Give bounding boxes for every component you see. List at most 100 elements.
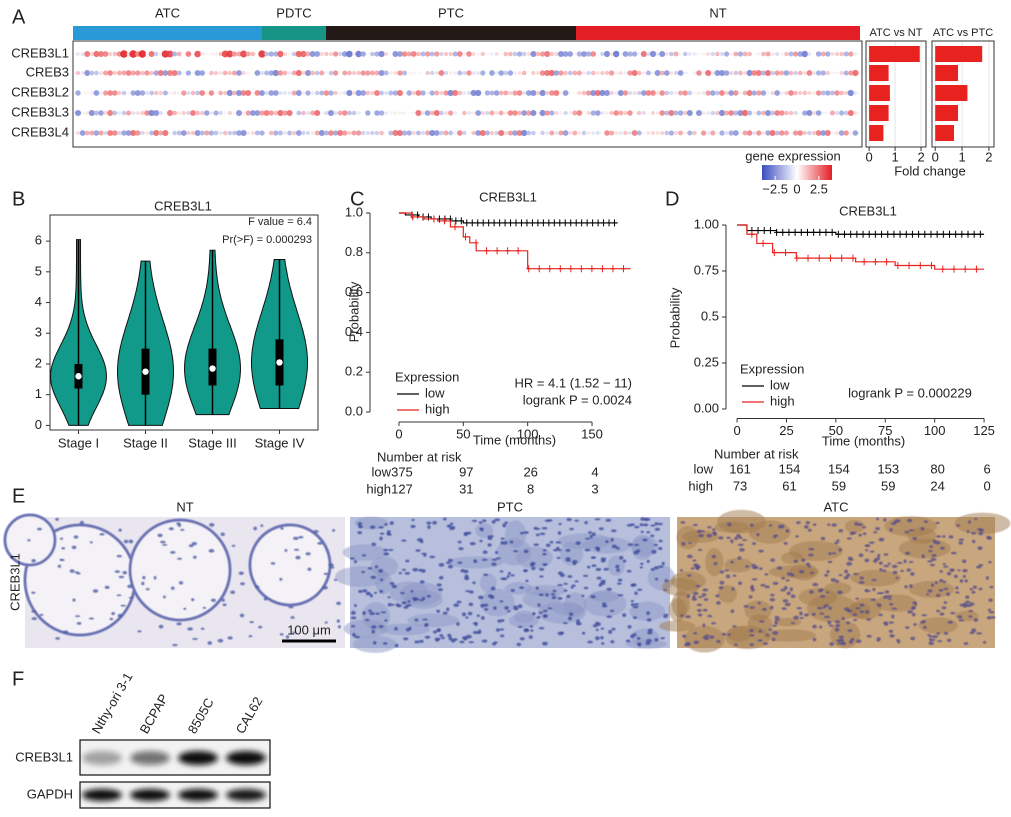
expression-dot <box>757 52 761 56</box>
nucleus <box>771 637 776 642</box>
expression-dot <box>218 110 223 116</box>
expression-dot <box>332 130 339 136</box>
expression-dot <box>807 91 812 95</box>
expression-dot <box>172 110 177 116</box>
nucleus <box>888 597 892 601</box>
nucleus <box>481 616 485 620</box>
nucleus <box>651 549 657 554</box>
nucleus <box>856 639 862 644</box>
expression-dot <box>439 90 444 96</box>
nucleus <box>411 518 415 522</box>
expression-dot <box>351 110 357 116</box>
nucleus <box>895 576 899 580</box>
nucleus <box>921 614 928 617</box>
censor-mark <box>505 247 511 255</box>
nucleus <box>202 606 207 610</box>
nucleus <box>596 576 602 580</box>
expression-dot <box>295 130 302 136</box>
expression-dot <box>719 51 725 57</box>
nucleus <box>600 627 605 630</box>
nucleus <box>878 537 885 542</box>
censor-mark <box>484 247 490 255</box>
nucleus <box>756 533 760 537</box>
expression-dot <box>573 52 577 56</box>
nucleus <box>220 532 225 537</box>
nucleus <box>653 566 660 570</box>
nucleus <box>99 532 105 536</box>
panel-letter: A <box>12 6 26 28</box>
expression-dot <box>581 90 587 96</box>
censor-mark <box>767 227 773 235</box>
expression-dot <box>674 91 678 95</box>
expression-dot <box>770 52 775 56</box>
tissue-blob <box>659 620 696 632</box>
expression-dot <box>223 111 227 115</box>
legend-title: gene expression <box>745 148 840 163</box>
nucleus <box>862 526 866 529</box>
risk-count: 73 <box>733 478 747 493</box>
expression-dot <box>779 130 785 136</box>
expression-dot <box>240 50 248 58</box>
nucleus <box>749 628 754 633</box>
expression-dot <box>513 71 517 75</box>
nucleus <box>930 583 935 587</box>
nucleus <box>962 569 968 573</box>
expression-dot <box>306 111 310 115</box>
expression-dot <box>715 51 720 57</box>
censor-mark <box>928 230 934 238</box>
group-label: NT <box>709 5 726 20</box>
nucleus <box>88 617 95 620</box>
nucleus <box>831 552 837 555</box>
nucleus <box>584 521 588 525</box>
expression-dot <box>352 91 356 95</box>
expression-dot <box>467 91 471 95</box>
expression-dot <box>848 70 854 76</box>
nucleus <box>835 580 840 583</box>
nucleus <box>379 532 385 535</box>
expression-dot <box>664 110 670 116</box>
expression-dot <box>562 90 569 96</box>
expression-dot <box>494 130 499 136</box>
nucleus <box>812 523 817 526</box>
expression-dot <box>328 51 334 57</box>
expression-dot <box>466 70 472 76</box>
nucleus <box>907 518 913 523</box>
x-tick-label: 125 <box>973 423 995 438</box>
tissue-blob <box>630 628 660 647</box>
expression-dot <box>149 90 154 96</box>
expression-dot <box>171 70 178 76</box>
nucleus <box>575 541 581 546</box>
expression-dot <box>678 52 683 56</box>
tissue-blob <box>508 613 539 628</box>
expression-dot <box>614 91 618 95</box>
expression-dot <box>764 109 772 117</box>
nucleus <box>398 571 402 575</box>
expression-dot <box>825 51 831 57</box>
expression-dot <box>498 110 504 116</box>
nucleus <box>718 536 724 540</box>
nucleus <box>601 604 608 608</box>
expression-dot <box>351 70 357 76</box>
censor-mark <box>848 230 854 238</box>
nucleus <box>502 523 507 528</box>
nucleus <box>879 592 884 595</box>
expression-dot <box>121 110 127 116</box>
band <box>226 789 266 801</box>
nucleus <box>551 592 555 596</box>
expression-dot <box>622 90 629 96</box>
nucleus <box>907 610 914 614</box>
nucleus <box>696 603 703 607</box>
expression-dot <box>214 52 218 56</box>
nucleus <box>946 592 951 596</box>
expression-dot <box>733 51 739 57</box>
expression-dot <box>129 50 137 58</box>
nucleus <box>828 624 834 627</box>
expression-dot <box>94 70 99 76</box>
nucleus <box>424 624 428 627</box>
nucleus <box>170 586 175 591</box>
expression-dot <box>180 130 187 136</box>
x-axis-label: Time (months) <box>473 432 556 447</box>
expression-dot <box>425 130 431 136</box>
nucleus <box>386 530 391 534</box>
expression-dot <box>792 130 799 136</box>
